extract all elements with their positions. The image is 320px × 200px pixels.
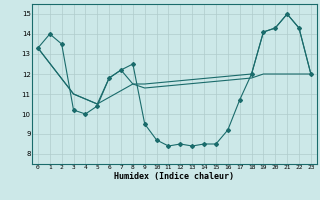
X-axis label: Humidex (Indice chaleur): Humidex (Indice chaleur): [115, 172, 234, 181]
